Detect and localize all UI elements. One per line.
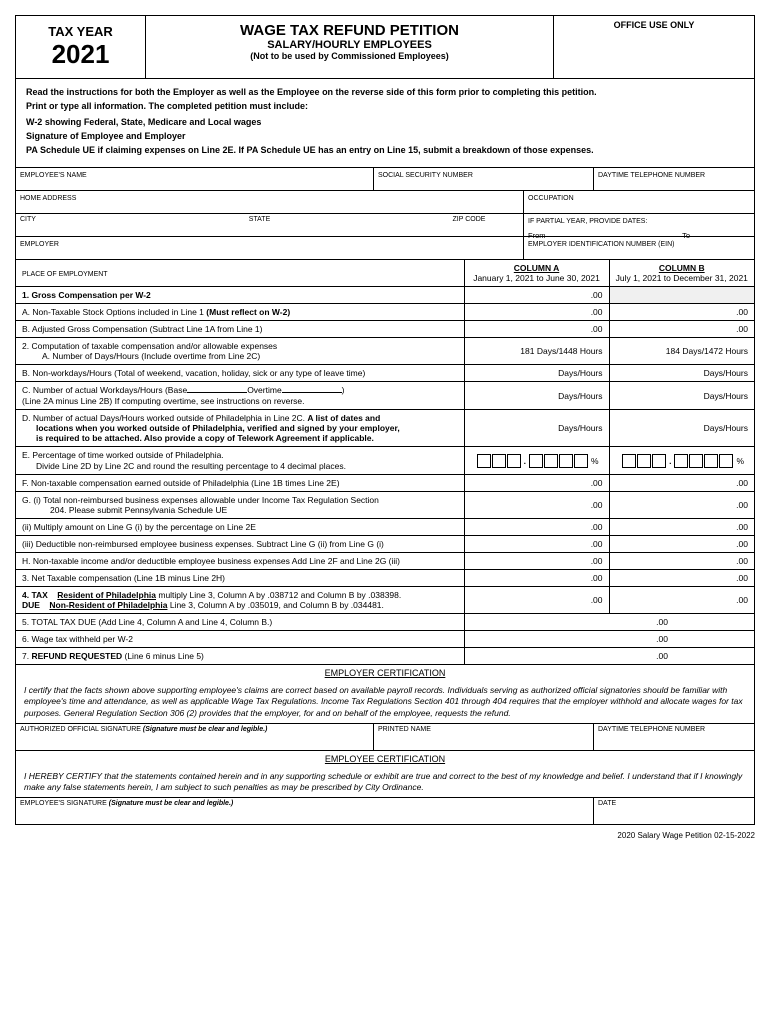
employer-field[interactable]: EMPLOYER [16,237,524,259]
line-2g2-b[interactable]: .00 [609,519,754,536]
row-city-state-zip: CITY STATE ZIP CODE IF PARTIAL YEAR, PRO… [16,214,754,237]
line-7-val[interactable]: .00 [464,648,754,665]
line-2a-b: 184 Days/1472 Hours [609,338,754,365]
line-2g1: G. (i) Total non-reimbursed business exp… [16,491,464,518]
line-1a: A. Non-Taxable Stock Options included in… [16,304,464,321]
line-6: 6. Wage tax withheld per W-2 [16,631,464,648]
line-2a: 2. Computation of taxable compensation a… [16,338,464,365]
line-2g2-a[interactable]: .00 [464,519,609,536]
not-used: (Not to be used by Commissioned Employee… [152,51,547,61]
instructions-box: Read the instructions for both the Emplo… [16,79,754,168]
line-2d-b[interactable]: Days/Hours [609,409,754,447]
office-use: OFFICE USE ONLY [554,16,754,78]
row-address-occupation: HOME ADDRESS OCCUPATION [16,191,754,214]
line-4-b[interactable]: .00 [609,587,754,614]
city-field[interactable]: CITY STATE ZIP CODE [16,214,524,236]
line-2d: D. Number of actual Days/Hours worked ou… [16,409,464,447]
employee-cert-heading: EMPLOYEE CERTIFICATION [16,751,754,767]
employee-name-field[interactable]: EMPLOYEE'S NAME [16,168,374,190]
form-container: TAX YEAR 2021 WAGE TAX REFUND PETITION S… [15,15,755,825]
line-1a-b[interactable]: .00 [609,304,754,321]
line-1a-a[interactable]: .00 [464,304,609,321]
auth-sig-field[interactable]: AUTHORIZED OFFICIAL SIGNATURE (Signature… [16,724,374,750]
employer-sig-row: AUTHORIZED OFFICIAL SIGNATURE (Signature… [16,723,754,751]
line-2c-b[interactable]: Days/Hours [609,382,754,409]
line-2a-a: 181 Days/1448 Hours [464,338,609,365]
occupation-field[interactable]: OCCUPATION [524,191,754,213]
line-3-b[interactable]: .00 [609,570,754,587]
line-2h: H. Non-taxable income and/or deductible … [16,553,464,570]
line-2g2: (ii) Multiply amount on Line G (i) by th… [16,519,464,536]
sub-title: SALARY/HOURLY EMPLOYEES [152,39,547,51]
line-2b-b[interactable]: Days/Hours [609,365,754,382]
tax-year-value: 2021 [20,39,141,70]
line-2e-b[interactable]: .% [609,447,754,474]
line-2g3-a[interactable]: .00 [464,536,609,553]
instr-item2: Signature of Employee and Employer [26,131,186,141]
line-2h-b[interactable]: .00 [609,553,754,570]
line-2g1-b[interactable]: .00 [609,491,754,518]
ein-field[interactable]: EMPLOYER IDENTIFICATION NUMBER (EIN) [524,237,754,259]
line-2g3-b[interactable]: .00 [609,536,754,553]
partial-year-field[interactable]: IF PARTIAL YEAR, PROVIDE DATES: FromTo [524,214,754,236]
footer-note: 2020 Salary Wage Petition 02-15-2022 [15,825,755,840]
line-1b: B. Adjusted Gross Compensation (Subtract… [16,321,464,338]
line-2g1-a[interactable]: .00 [464,491,609,518]
employer-cert-heading: EMPLOYER CERTIFICATION [16,665,754,681]
employee-sig-row: EMPLOYEE'S SIGNATURE (Signature must be … [16,797,754,824]
col-b-header: COLUMN BJuly 1, 2021 to December 31, 202… [609,260,754,287]
line-2f-a[interactable]: .00 [464,474,609,491]
header-row: TAX YEAR 2021 WAGE TAX REFUND PETITION S… [16,16,754,79]
line-4: 4. TAX Resident of Philadelphia multiply… [16,587,464,614]
employee-sig-field[interactable]: EMPLOYEE'S SIGNATURE (Signature must be … [16,798,594,824]
date-field[interactable]: DATE [594,798,754,824]
line-1b-a[interactable]: .00 [464,321,609,338]
line-1: 1. Gross Compensation per W-2 [16,287,464,304]
line-1-b-shaded [609,287,754,304]
ssn-field[interactable]: SOCIAL SECURITY NUMBER [374,168,594,190]
line-6-val[interactable]: .00 [464,631,754,648]
row-name-ssn-phone: EMPLOYEE'S NAME SOCIAL SECURITY NUMBER D… [16,168,754,191]
line-2f: F. Non-taxable compensation earned outsi… [16,474,464,491]
employer-cert-text: I certify that the facts shown above sup… [16,681,754,722]
line-3: 3. Net Taxable compensation (Line 1B min… [16,570,464,587]
instr-line2: Print or type all information. The compl… [26,101,308,111]
line-5: 5. TOTAL TAX DUE (Add Line 4, Column A a… [16,614,464,631]
place-of-employment[interactable]: PLACE OF EMPLOYMENT [16,260,464,287]
line-4-a[interactable]: .00 [464,587,609,614]
line-2f-b[interactable]: .00 [609,474,754,491]
line-2d-a[interactable]: Days/Hours [464,409,609,447]
line-3-a[interactable]: .00 [464,570,609,587]
line-2c-a[interactable]: Days/Hours [464,382,609,409]
instr-item3: PA Schedule UE if claiming expenses on L… [26,145,594,155]
cert-phone-field[interactable]: DAYTIME TELEPHONE NUMBER [594,724,754,750]
line-1b-b[interactable]: .00 [609,321,754,338]
line-5-val[interactable]: .00 [464,614,754,631]
line-2e: E. Percentage of time worked outside of … [16,447,464,474]
line-2h-a[interactable]: .00 [464,553,609,570]
line-1-a[interactable]: .00 [464,287,609,304]
col-a-header: COLUMN AJanuary 1, 2021 to June 30, 2021 [464,260,609,287]
tax-year-box: TAX YEAR 2021 [16,16,146,78]
line-2g3: (iii) Deductible non-reimbursed employee… [16,536,464,553]
phone-field[interactable]: DAYTIME TELEPHONE NUMBER [594,168,754,190]
tax-year-label: TAX YEAR [20,24,141,39]
employee-cert-text: I HEREBY CERTIFY that the statements con… [16,767,754,797]
home-address-field[interactable]: HOME ADDRESS [16,191,524,213]
line-2e-a[interactable]: .% [464,447,609,474]
printed-name-field[interactable]: PRINTED NAME [374,724,594,750]
main-title: WAGE TAX REFUND PETITION [152,22,547,39]
title-box: WAGE TAX REFUND PETITION SALARY/HOURLY E… [146,16,554,78]
line-2b-a[interactable]: Days/Hours [464,365,609,382]
line-7: 7. REFUND REQUESTED (Line 6 minus Line 5… [16,648,464,665]
row-employer-ein: EMPLOYER EMPLOYER IDENTIFICATION NUMBER … [16,237,754,260]
instr-line1: Read the instructions for both the Emplo… [26,87,597,97]
instr-item1: W-2 showing Federal, State, Medicare and… [26,117,261,127]
line-2b: B. Non-workdays/Hours (Total of weekend,… [16,365,464,382]
calculation-table: PLACE OF EMPLOYMENT COLUMN AJanuary 1, 2… [16,260,754,665]
line-2c: C. Number of actual Workdays/Hours (Base… [16,382,464,409]
